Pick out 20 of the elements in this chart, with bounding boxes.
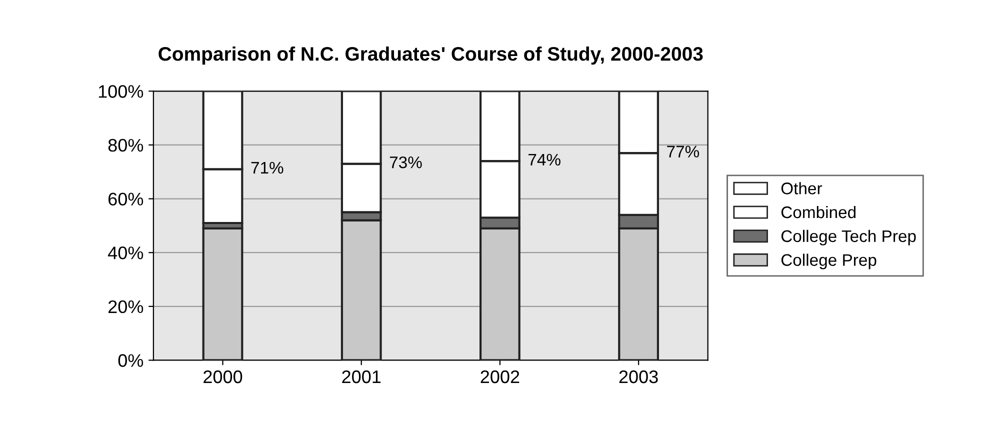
y-tick-label: 40% [108, 246, 144, 260]
legend-label: College Tech Prep [781, 230, 916, 246]
x-tick-label: 2001 [342, 370, 381, 384]
legend-label: Other [781, 182, 822, 194]
y-tick-label: 0% [118, 354, 144, 367]
y-tick-label: 60% [108, 192, 144, 206]
legend-label: Combined [781, 206, 856, 218]
annotation: 77% [667, 146, 700, 158]
x-tick-label: 2000 [204, 370, 242, 384]
bar [202, 227, 244, 360]
legend-label: College Prep [781, 254, 876, 270]
x-tick-label: 2002 [480, 370, 520, 384]
annotation: 73% [390, 156, 422, 168]
chart-title: Comparison of N.C. Graduates' Course of Study, 2000-2003 [158, 46, 703, 65]
y-tick-label: 20% [108, 300, 144, 314]
y-tick-label: 80% [108, 138, 144, 152]
x-tick-label: 2003 [619, 370, 658, 384]
y-tick-label: 100% [98, 85, 144, 98]
annotation: 71% [251, 162, 284, 174]
annotation: 74% [528, 154, 560, 166]
